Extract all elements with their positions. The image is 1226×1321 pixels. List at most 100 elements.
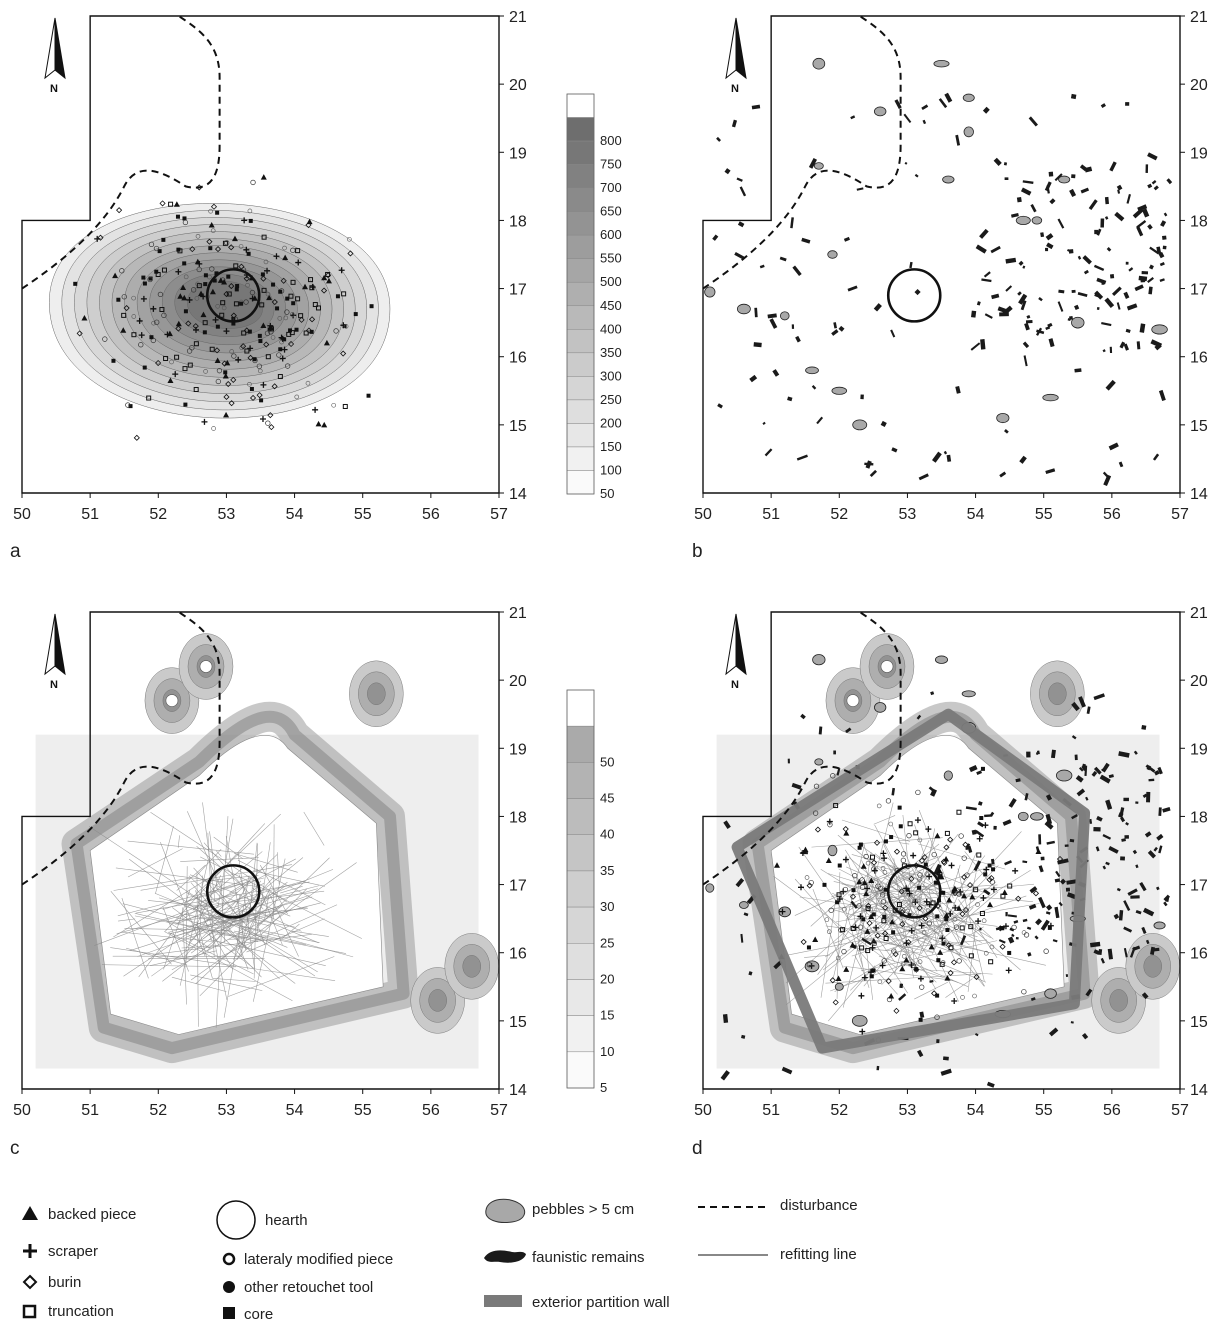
y-tick-label: 20	[1190, 673, 1208, 690]
refitting-line	[164, 931, 293, 1001]
lateraly-modified-piece	[231, 353, 237, 359]
truncation	[315, 305, 321, 311]
burin	[961, 874, 968, 881]
truncation	[220, 300, 226, 306]
faunal-remain	[753, 342, 762, 348]
lateraly-modified-piece	[876, 803, 882, 809]
lateraly-modified-piece	[1023, 932, 1030, 938]
core	[366, 393, 371, 398]
faunal-remain	[1096, 815, 1103, 822]
x-tick-label: 57	[1171, 506, 1189, 523]
faunal-remain	[1004, 860, 1012, 866]
faunal-remain	[1070, 1021, 1074, 1024]
faunal-remain	[1150, 946, 1156, 955]
faunal-remain	[1023, 355, 1028, 367]
truncation	[277, 374, 283, 380]
core	[285, 296, 290, 301]
lateraly-modified-piece	[871, 940, 877, 946]
core	[234, 287, 239, 292]
core	[271, 282, 276, 287]
colorbar-swatch	[566, 943, 595, 980]
faunal-remain	[1038, 834, 1042, 845]
truncation	[312, 302, 318, 308]
faunal-remain	[1124, 835, 1129, 839]
refitting-line	[820, 899, 837, 998]
refitting-line	[825, 925, 929, 940]
faunal-remain	[1114, 211, 1125, 222]
lateraly-modified-piece	[888, 821, 894, 827]
truncation	[865, 905, 871, 911]
y-tick-label: 15	[509, 418, 527, 435]
refitting-line	[236, 895, 267, 960]
refitting-line	[138, 932, 173, 978]
lateraly-modified-piece	[247, 381, 252, 387]
faunal-remain	[1158, 845, 1163, 854]
burin	[1032, 890, 1040, 897]
y-tick-label: 19	[509, 145, 527, 162]
x-tick-label: 55	[354, 506, 372, 523]
faunal-remain	[919, 1011, 925, 1018]
faunal-remain	[984, 814, 993, 818]
lateraly-modified-piece	[859, 877, 865, 883]
refitting-line	[832, 844, 865, 980]
y-tick-label: 18	[509, 213, 527, 230]
lateraly-modified-piece	[856, 903, 862, 909]
refitting-line	[166, 920, 211, 949]
faunal-remain	[1123, 900, 1131, 911]
core	[822, 882, 827, 887]
scraper	[982, 822, 989, 829]
lateraly-modified-piece	[865, 860, 871, 866]
truncation	[259, 302, 265, 308]
refitting-line	[167, 931, 254, 975]
faunal-remain	[1106, 247, 1112, 252]
burin	[913, 966, 920, 973]
faunal-remain	[1071, 174, 1076, 179]
backed-piece	[986, 901, 993, 908]
lateraly-modified-piece	[182, 219, 189, 226]
refitting-line	[899, 842, 910, 845]
refitting-line	[199, 888, 308, 997]
lateraly-modified-piece	[981, 918, 987, 924]
scraper	[94, 235, 101, 242]
burin	[1056, 855, 1064, 863]
faunal-remain	[1109, 346, 1113, 354]
faunal-remain	[1096, 277, 1107, 285]
lateraly-modified-piece	[859, 884, 866, 890]
lateraly-modified-piece	[151, 320, 156, 326]
lateraly-modified-piece	[283, 315, 289, 321]
backed-piece	[956, 905, 963, 911]
core	[923, 862, 928, 867]
backed-piece	[209, 288, 216, 295]
burin	[832, 999, 839, 1006]
colorbar-label: 650	[600, 204, 622, 219]
lateraly-modified-piece	[264, 330, 271, 336]
faunal-remain	[1007, 936, 1015, 944]
scraper-icon	[23, 1244, 37, 1258]
burin	[829, 977, 836, 984]
faunal-remain	[1005, 911, 1008, 917]
faunal-remain	[1069, 838, 1075, 843]
core	[73, 281, 78, 286]
backed-piece	[864, 928, 871, 934]
pebble	[827, 250, 838, 259]
faunal-remain	[1022, 180, 1034, 184]
faunal-remain	[903, 113, 912, 124]
refitting-line	[253, 933, 307, 946]
faunal-remain	[1126, 303, 1138, 311]
faunal-remain	[1108, 442, 1119, 451]
lateraly-modified-piece	[190, 287, 197, 293]
lateraly-modified-piece	[249, 289, 256, 296]
truncation	[836, 892, 842, 898]
core	[905, 887, 910, 892]
faunal-remain	[1135, 801, 1139, 804]
scraper	[799, 850, 806, 857]
burin	[882, 930, 889, 937]
faunal-remain	[1102, 865, 1107, 870]
faunal-remain	[787, 396, 793, 402]
faunal-remain	[1145, 939, 1150, 945]
x-tick-label: 56	[422, 1102, 440, 1119]
faunal-remain	[741, 1034, 746, 1039]
backed-piece	[849, 941, 856, 948]
